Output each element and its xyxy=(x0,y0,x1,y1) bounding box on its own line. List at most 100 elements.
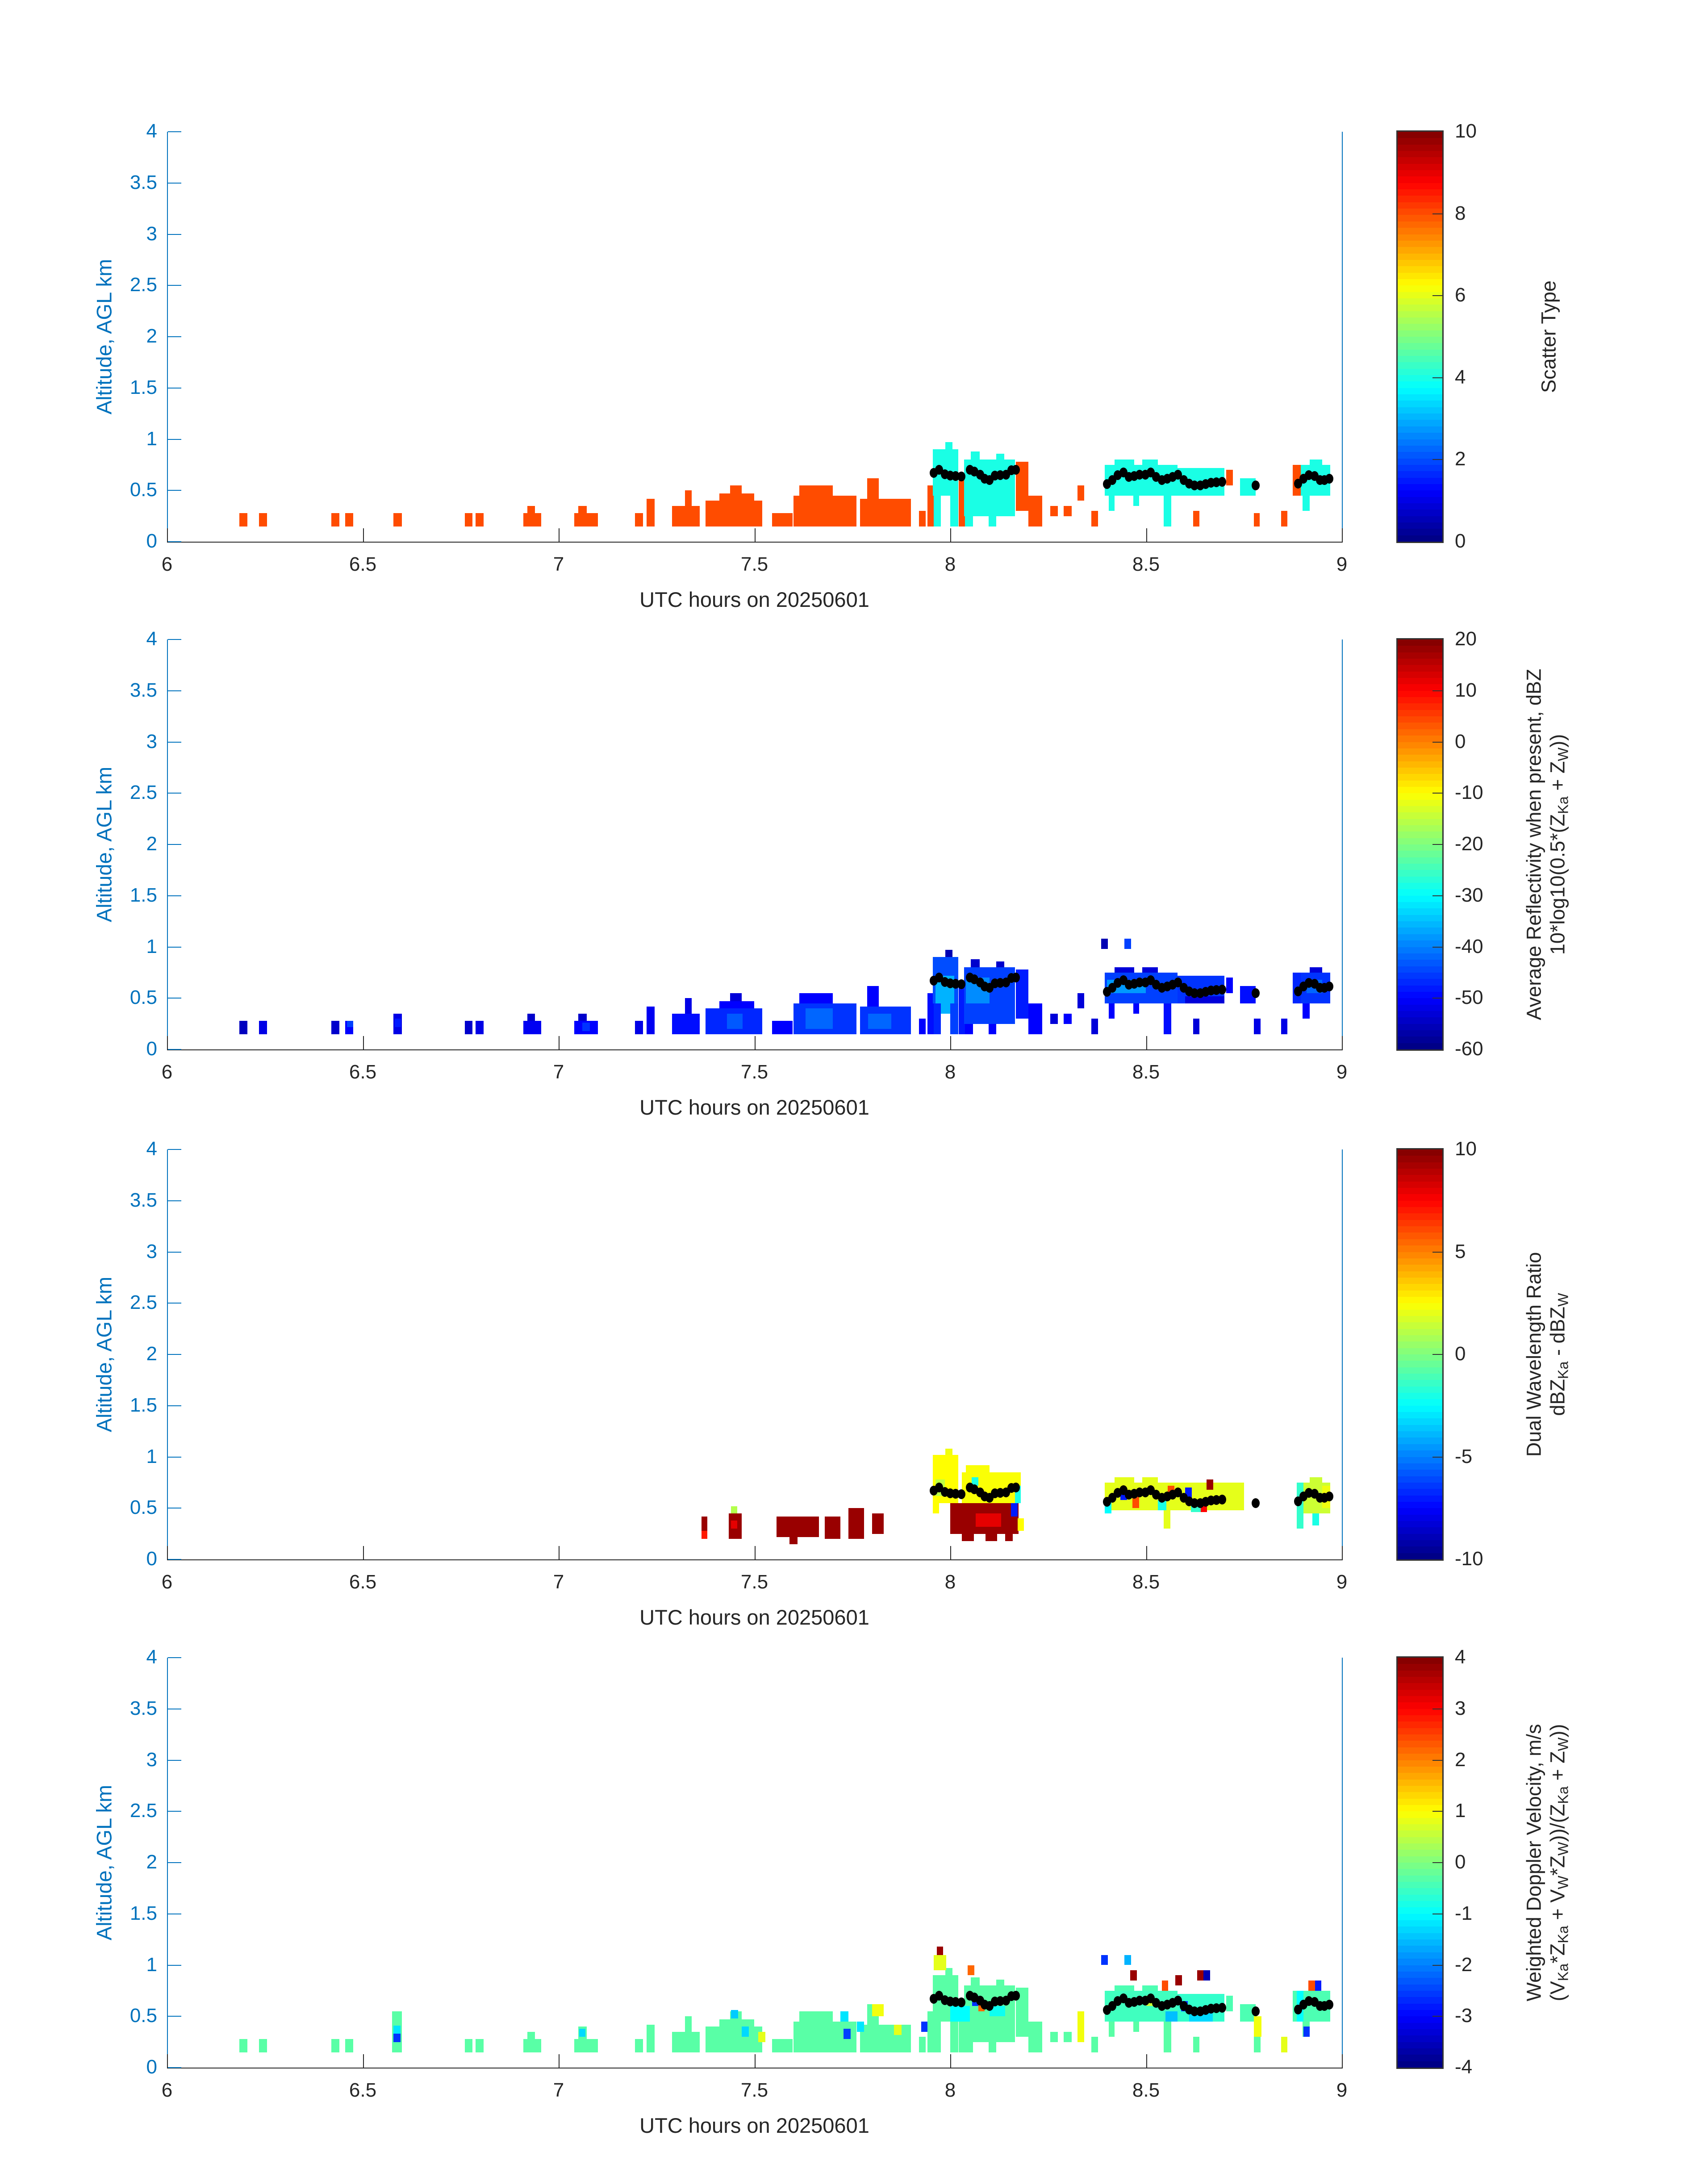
colorbar-gradient-strip xyxy=(1398,895,1442,903)
colorbar-tick-label: -40 xyxy=(1455,935,1483,957)
x-tick-label: 8.5 xyxy=(1132,1061,1160,1083)
colorbar-label: Average Reflectivity when present, dBZ 10… xyxy=(1522,669,1575,1020)
subscript-text: W xyxy=(1555,1842,1571,1856)
colorbar-gradient-strip xyxy=(1398,157,1442,164)
x-tick xyxy=(559,528,560,542)
colorbar-gradient-strip xyxy=(1398,889,1442,896)
heatmap-cell xyxy=(1281,1019,1288,1034)
heatmap-cell xyxy=(1124,1955,1132,1965)
heatmap-cell xyxy=(1310,460,1323,465)
colorbar-gradient-strip xyxy=(1398,1011,1442,1018)
colorbar-gradient-strip xyxy=(1398,1546,1442,1554)
colorbar-gradient-strip xyxy=(1398,1380,1442,1387)
colorbar-gradient-strip xyxy=(1398,1971,1442,1979)
y-tick-label: 2.5 xyxy=(129,781,157,804)
colorbar-gradient-strip xyxy=(1398,452,1442,459)
colorbar-gradient-strip xyxy=(1398,729,1442,736)
x-tick xyxy=(754,1036,756,1049)
heatmap-cell xyxy=(464,2039,473,2052)
label-text: Weighted Doppler Velocity, m/s xyxy=(1522,1724,1545,2002)
colorbar-tick-label: 1 xyxy=(1455,1800,1466,1822)
heatmap-cell xyxy=(950,1003,958,1034)
y-tick-label: 3 xyxy=(146,222,157,245)
heatmap-cell xyxy=(996,961,1005,968)
heatmap-cell xyxy=(331,1020,339,1034)
colorbar-gradient-strip xyxy=(1398,305,1442,312)
colorbar-label: Weighted Doppler Velocity, m/s (VKa*ZKa +… xyxy=(1522,1724,1575,2001)
colorbar-gradient-strip xyxy=(1398,1709,1442,1716)
colorbar-gradient-strip xyxy=(1398,1683,1442,1690)
heatmap-cell xyxy=(1226,1996,1233,2011)
colorbar-gradient-strip xyxy=(1398,1754,1442,1761)
y-axis-line xyxy=(167,132,168,542)
y-tick xyxy=(168,1200,181,1201)
heatmap-cell xyxy=(934,1955,947,1970)
x-tick xyxy=(559,1036,560,1049)
x-axis-label: UTC hours on 20250601 xyxy=(639,1095,869,1119)
colorbar-gradient-strip xyxy=(1398,1450,1442,1458)
heatmap-cell xyxy=(799,993,833,1003)
colorbar-gradient-strip xyxy=(1398,915,1442,922)
heatmap-cell xyxy=(1011,1503,1018,1517)
heatmap-cell xyxy=(705,501,763,526)
heatmap-cell xyxy=(1115,1477,1135,1483)
heatmap-cell xyxy=(731,1506,737,1513)
mean-altitude-dot xyxy=(1252,1498,1260,1508)
subscript-text: W xyxy=(1555,1876,1571,1889)
colorbar-gradient-strip xyxy=(1398,337,1442,344)
colorbar-gradient-strip xyxy=(1398,735,1442,743)
y-tick xyxy=(168,1759,181,1761)
colorbar-gradient-strip xyxy=(1398,1405,1442,1413)
heatmap-cell xyxy=(959,480,965,526)
heatmap-cell xyxy=(919,2037,926,2052)
heatmap-cell xyxy=(527,1013,535,1021)
colorbar-tick xyxy=(1432,793,1442,794)
y-tick xyxy=(168,741,181,743)
colorbar-tick-label: 4 xyxy=(1455,366,1466,388)
heatmap-cell xyxy=(921,2021,928,2032)
colorbar-gradient-strip xyxy=(1398,356,1442,363)
colorbar-tick-label: -50 xyxy=(1455,986,1483,1009)
y-tick-label: 1 xyxy=(146,935,157,957)
colorbar-gradient-strip xyxy=(1398,368,1442,376)
heatmap-cell xyxy=(1193,2037,1199,2052)
y-tick xyxy=(168,1354,181,1355)
colorbar-gradient-strip xyxy=(1398,1367,1442,1375)
x-tick-label: 7 xyxy=(553,553,564,575)
x-tick-label: 9 xyxy=(1336,553,1348,575)
heatmap-cell xyxy=(1226,978,1233,993)
x-tick xyxy=(363,1036,364,1049)
colorbar-gradient-strip xyxy=(1398,407,1442,414)
heatmap-cell xyxy=(574,2039,598,2052)
colorbar-tick-label: -5 xyxy=(1455,1445,1473,1467)
heatmap-cell xyxy=(1308,1980,1315,1991)
heatmap-cell xyxy=(932,1503,940,1513)
x-tick-label: 9 xyxy=(1336,2079,1348,2101)
colorbar-gradient-strip xyxy=(1398,1309,1442,1316)
colorbar-gradient-strip xyxy=(1398,1824,1442,1831)
colorbar-gradient-strip xyxy=(1398,1239,1442,1246)
colorbar-gradient-strip xyxy=(1398,1990,1442,1998)
heatmap-cell xyxy=(1165,2011,1178,2022)
y-tick xyxy=(168,1049,181,1050)
x-tick xyxy=(1342,1036,1343,1049)
heatmap-cell xyxy=(1303,1003,1310,1019)
colorbar-gradient-strip xyxy=(1398,1393,1442,1400)
x-tick xyxy=(754,1546,756,1559)
colorbar-gradient-strip xyxy=(1398,1766,1442,1774)
label-text: (V xyxy=(1546,1981,1569,2002)
heatmap-cell xyxy=(1253,2016,1262,2037)
colorbar-gradient-strip xyxy=(1398,953,1442,961)
colorbar-gradient-strip xyxy=(1398,272,1442,280)
x-tick xyxy=(559,1546,560,1559)
colorbar-gradient-strip xyxy=(1398,1837,1442,1844)
y-axis-label: Altitude, AGL km xyxy=(92,766,116,923)
colorbar-gradient-strip xyxy=(1398,748,1442,756)
colorbar-gradient-strip xyxy=(1398,857,1442,865)
colorbar-gradient-strip xyxy=(1398,215,1442,222)
heatmap-cell xyxy=(1017,1518,1024,1531)
colorbar-gradient-strip xyxy=(1398,1463,1442,1471)
heatmap-cell xyxy=(1193,511,1199,526)
heatmap-cell xyxy=(965,1024,973,1034)
